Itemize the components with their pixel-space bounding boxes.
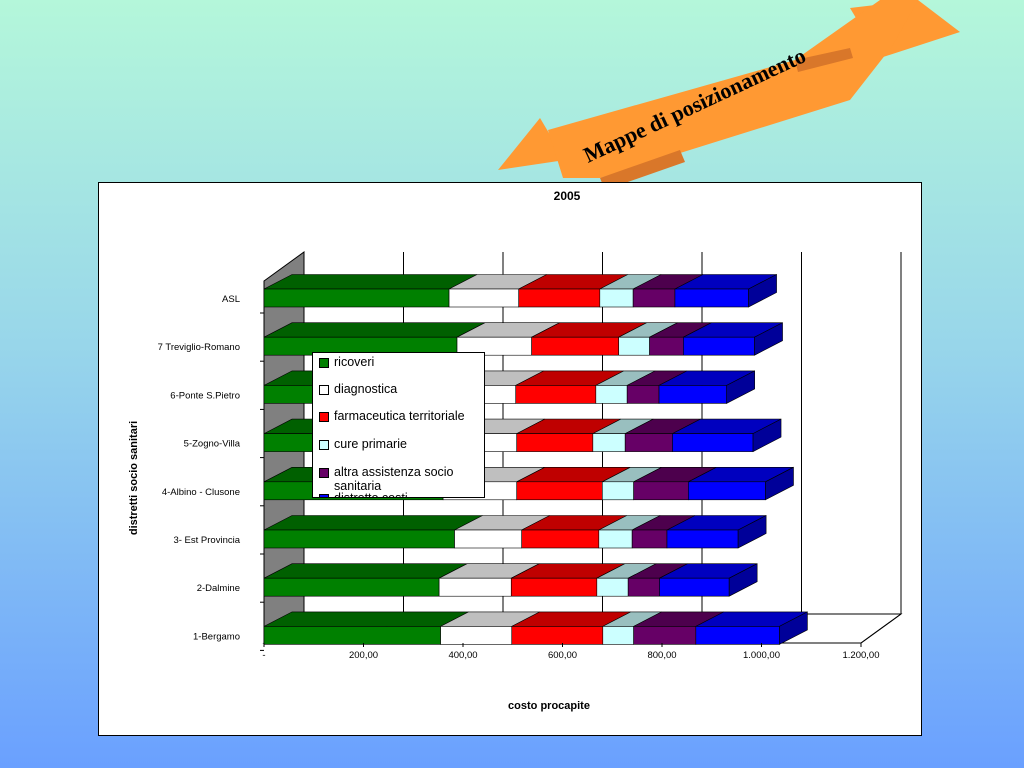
chart-frame: - 200,00 400,00 600,00 800,00 1.000,00 1.200,0… [98, 182, 922, 736]
legend-label: farmaceutica territoriale [334, 409, 465, 423]
bar-farmaceutica-territoriale [515, 385, 597, 404]
bar-group [263, 611, 808, 645]
bar-side [728, 563, 758, 597]
y-category-label: 4-Albino - Clusone [162, 487, 240, 498]
banner-fold-left [600, 150, 685, 190]
legend-swatch [319, 494, 329, 497]
bar-ricoveri [263, 577, 440, 597]
y-category-label: 1-Bergamo [193, 631, 240, 642]
bar-altra-assistenza-socio-sanitaria [633, 626, 697, 645]
bar-distretto-costi [658, 385, 727, 404]
y-axis-title: distretti socio sanitari [128, 421, 140, 535]
bar-distretto-costi [683, 336, 755, 356]
legend-label: distretto costi [334, 491, 408, 498]
x-tick-label: 800,00 [647, 650, 676, 661]
legend-swatch [319, 412, 329, 422]
bar-top-ricoveri [263, 611, 469, 627]
x-axis-title: costo procapite [508, 700, 590, 712]
bar-diagnostica [440, 626, 513, 645]
legend-label: diagnostica [334, 382, 398, 396]
bar-side [752, 418, 782, 453]
bar-diagnostica [454, 529, 523, 549]
legend-swatch [319, 440, 329, 450]
bar-altra-assistenza-socio-sanitaria [632, 288, 676, 308]
bar-ricoveri [263, 626, 441, 645]
bar-top-ricoveri [263, 563, 468, 579]
bar-distretto-costi [672, 433, 754, 452]
bar-cure-primarie [618, 336, 650, 356]
bar-altra-assistenza-socio-sanitaria [631, 529, 668, 549]
y-category-label: ASL [222, 294, 240, 305]
bar-diagnostica [448, 288, 520, 308]
bar-distretto-costi [674, 288, 749, 308]
bar-farmaceutica-territoriale [518, 288, 601, 308]
bar-cure-primarie [598, 529, 633, 549]
y-category-label: 7 Treviglio-Romano [158, 342, 240, 353]
bar-top-ricoveri [263, 274, 478, 290]
bar-cure-primarie [595, 385, 628, 404]
bar-altra-assistenza-socio-sanitaria [633, 481, 689, 501]
y-category-label: 2-Dalmine [197, 583, 240, 594]
bar-altra-assistenza-socio-sanitaria [626, 385, 660, 404]
bar-altra-assistenza-socio-sanitaria [624, 433, 673, 452]
bar-farmaceutica-territoriale [516, 481, 603, 501]
banner-ribbon: Mappe di posizionamento [498, 0, 960, 190]
legend-label: altra assistenza socio sanitaria [334, 465, 454, 493]
bar-diagnostica [438, 577, 512, 597]
y-category-label: 6-Ponte S.Pietro [170, 390, 240, 401]
floor-gridline [860, 613, 902, 644]
banner-tail-left [498, 118, 565, 170]
chart-canvas: - 200,00 400,00 600,00 800,00 1.000,00 1.200,0… [128, 189, 903, 712]
bar-distretto-costi [666, 529, 739, 549]
bar-side [765, 466, 794, 501]
chart-title: 2005 [554, 189, 581, 203]
legend-label: cure primarie [334, 437, 407, 451]
legend-swatch [319, 385, 329, 395]
legend-label: ricoveri [334, 355, 375, 369]
x-tick-label: 200,00 [349, 650, 378, 661]
bar-farmaceutica-territoriale [511, 626, 604, 645]
bar-ricoveri [263, 288, 450, 308]
bar-farmaceutica-territoriale [521, 529, 600, 549]
x-tick-label: 400,00 [448, 650, 477, 661]
bar-group [263, 515, 767, 549]
bar-distretto-costi [688, 481, 766, 501]
bar-cure-primarie [592, 433, 626, 452]
chart-legend: ricoveri diagnostica farmaceutica territor… [312, 352, 485, 498]
bar-altra-assistenza-socio-sanitaria [627, 577, 660, 597]
bar-cure-primarie [602, 626, 634, 645]
bar-farmaceutica-territoriale [510, 577, 598, 597]
bar-distretto-costi [659, 577, 730, 597]
bar-group [263, 563, 758, 597]
x-tick-label: - [262, 650, 265, 661]
bar-cure-primarie [601, 481, 634, 501]
banner-fold-right [795, 48, 853, 72]
bar-altra-assistenza-socio-sanitaria [649, 336, 684, 356]
legend-swatch [319, 358, 329, 368]
bar-cure-primarie [599, 288, 634, 308]
bar-group [263, 274, 777, 308]
x-tick-label: 1.200,00 [843, 650, 880, 661]
bar-group [263, 322, 783, 356]
bar-top-ricoveri [263, 322, 486, 338]
bar-ricoveri [263, 529, 455, 549]
bar-top-ricoveri [263, 515, 483, 531]
x-tick-label: 600,00 [548, 650, 577, 661]
banner-body [548, 0, 918, 178]
x-tick-label: 1.000,00 [743, 650, 780, 661]
bar-distretto-costi [695, 626, 780, 645]
bar-side [754, 322, 783, 356]
y-category-label: 3- Est Provincia [173, 535, 240, 546]
bar-side [748, 274, 777, 308]
bar-side [726, 370, 755, 404]
bar-side [737, 515, 767, 549]
legend-swatch [319, 468, 329, 478]
bar-farmaceutica-territoriale [531, 336, 620, 356]
y-category-label: 5-Zogno-Villa [184, 439, 241, 450]
bar-side [779, 611, 808, 645]
bar-cure-primarie [596, 577, 629, 597]
bar-farmaceutica-territoriale [516, 433, 594, 452]
